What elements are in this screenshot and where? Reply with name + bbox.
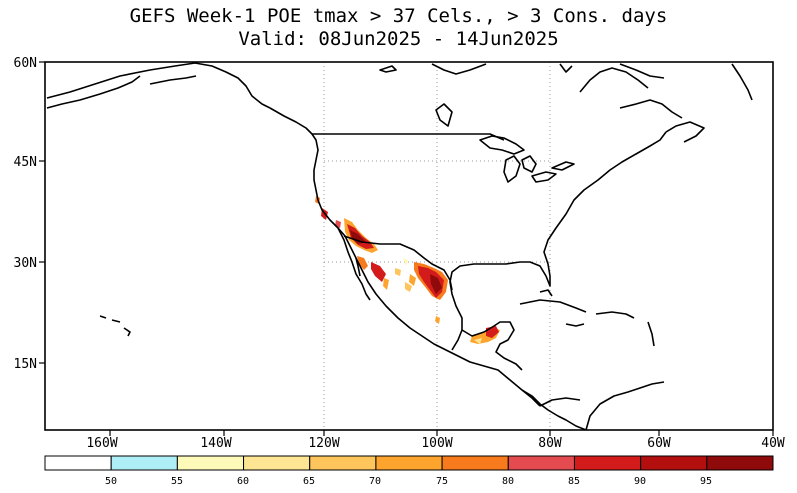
colorbar-swatch: [176, 455, 245, 471]
colorbar-label: 70: [369, 476, 381, 487]
coastlines: [46, 62, 753, 430]
lat-tick-label: 30N: [14, 256, 37, 271]
colorbar-swatch: [110, 455, 178, 471]
graticule: [323, 62, 551, 430]
colorbar-label: 95: [700, 476, 712, 487]
colorbar-swatch: [44, 455, 112, 471]
map-frame: [44, 61, 774, 431]
colorbar-label: 50: [105, 476, 117, 487]
lon-tick-label: 120W: [308, 436, 339, 451]
colorbar-swatch: [573, 455, 642, 471]
map-background: [45, 62, 773, 430]
colorbar-swatch: [309, 455, 377, 471]
colorbar-label: 80: [502, 476, 514, 487]
colorbar-label: 75: [436, 476, 448, 487]
map-valid-dates: Valid: 08Jun2025 - 14Jun2025: [238, 28, 559, 50]
colorbar-label: 60: [237, 476, 249, 487]
lat-tick-label: 45N: [14, 155, 37, 170]
colorbar-swatch: [706, 455, 774, 471]
colorbar: [44, 455, 774, 471]
lon-tick-label: 80W: [538, 436, 562, 451]
lat-tick-label: 60N: [14, 56, 37, 71]
lat-tick-label: 15N: [14, 357, 37, 372]
colorbar-label: 90: [634, 476, 646, 487]
colorbar-label: 55: [171, 476, 183, 487]
colorbar-label: 85: [568, 476, 580, 487]
colorbar-label: 65: [303, 476, 315, 487]
lon-tick-label: 160W: [86, 436, 117, 451]
colorbar-swatch: [640, 455, 708, 471]
colorbar-swatch: [375, 455, 443, 471]
map-title: GEFS Week-1 POE tmax > 37 Cels., > 3 Con…: [129, 5, 668, 27]
lon-tick-label: 60W: [647, 436, 671, 451]
colorbar-swatch: [441, 455, 509, 471]
lon-tick-label: 140W: [200, 436, 231, 451]
probability-shading: [315, 196, 500, 344]
lon-tick-label: 40W: [761, 436, 785, 451]
lon-tick-label: 100W: [421, 436, 452, 451]
colorbar-swatch: [243, 455, 311, 471]
colorbar-swatch: [507, 455, 575, 471]
